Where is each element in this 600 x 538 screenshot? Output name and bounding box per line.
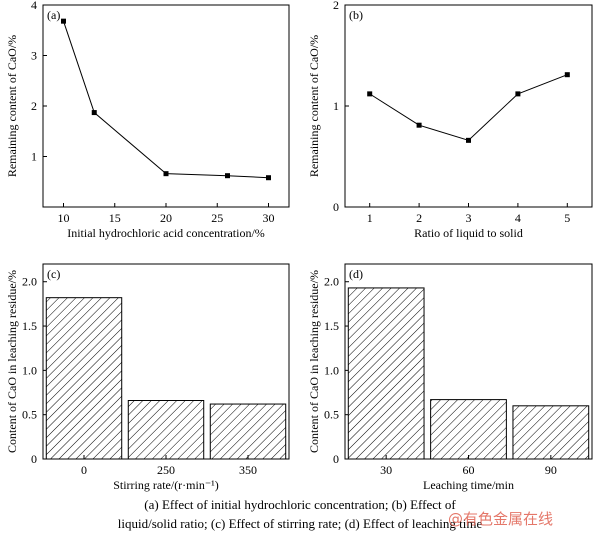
- y-tick-label: 2.0: [324, 275, 339, 289]
- y-tick-label: 4: [31, 0, 37, 12]
- panel-label: (a): [47, 8, 60, 22]
- data-point-marker: [416, 122, 422, 128]
- series-line: [63, 21, 269, 179]
- x-tick-label: 20: [160, 211, 172, 225]
- bar: [127, 400, 205, 460]
- x-tick-label: 1: [367, 211, 373, 225]
- data-point-marker: [225, 173, 230, 179]
- y-tick-label: 1.5: [324, 319, 339, 333]
- bar: [347, 287, 425, 460]
- data-point-marker: [564, 72, 570, 78]
- y-tick-label: 3: [31, 49, 37, 63]
- y-tick-label: 1: [333, 99, 339, 113]
- data-point-marker: [466, 137, 471, 143]
- y-tick-label: 2: [333, 0, 339, 12]
- x-tick-label: 15: [109, 211, 121, 225]
- y-axis-label: Content of CaO in leaching residue/%: [307, 270, 321, 453]
- x-tick-label: 30: [263, 211, 275, 225]
- y-tick-label: 0.5: [324, 408, 339, 422]
- x-tick-label: 250: [157, 463, 175, 477]
- x-tick-label: 4: [515, 211, 521, 225]
- x-tick-label: 350: [239, 463, 257, 477]
- figure-caption-line-2: liquid/solid ratio; (c) Effect of stirri…: [117, 516, 483, 531]
- x-tick-label: 3: [466, 211, 472, 225]
- data-point-marker: [61, 18, 66, 24]
- x-axis-label: Leaching time/min: [423, 478, 514, 492]
- y-tick-label: 2.0: [22, 275, 37, 289]
- panel-label: (d): [349, 267, 363, 281]
- data-point-marker: [91, 110, 97, 116]
- y-axis-label: Remaining content of CaO/%: [5, 35, 19, 177]
- x-axis-label: Ratio of liquid to solid: [414, 226, 523, 240]
- y-tick-label: 2: [31, 99, 37, 113]
- panel-label: (b): [349, 8, 363, 22]
- x-tick-label: 30: [380, 463, 392, 477]
- y-tick-label: 0: [333, 200, 339, 214]
- data-point-marker: [515, 91, 521, 97]
- x-tick-label: 90: [545, 463, 557, 477]
- x-axis-label: Initial hydrochloric acid concentration/…: [67, 226, 265, 240]
- bar: [45, 297, 123, 460]
- y-tick-label: 0: [31, 452, 37, 466]
- x-tick-label: 60: [463, 463, 475, 477]
- y-axis-label: Content of CaO in leaching residue/%: [5, 270, 19, 453]
- y-tick-label: 1.5: [22, 319, 37, 333]
- plot-frame: [344, 4, 593, 208]
- data-point-marker: [266, 175, 271, 181]
- y-tick-label: 0.5: [22, 408, 37, 422]
- x-tick-label: 10: [58, 211, 70, 225]
- x-tick-label: 0: [81, 463, 87, 477]
- watermark: @有色金属在线: [448, 510, 554, 528]
- y-tick-label: 1.0: [22, 363, 37, 377]
- x-tick-label: 25: [211, 211, 223, 225]
- panel-label: (c): [47, 267, 60, 281]
- y-axis-label: Remaining content of CaO/%: [307, 35, 321, 177]
- bar: [209, 403, 287, 460]
- y-tick-label: 1: [31, 150, 37, 164]
- x-axis-label: Stirring rate/(r·min⁻¹): [113, 478, 219, 492]
- bar: [512, 405, 590, 460]
- y-tick-label: 1.0: [324, 363, 339, 377]
- data-point-marker: [163, 171, 169, 177]
- x-tick-label: 2: [416, 211, 422, 225]
- figure-caption-line-1: (a) Effect of initial hydrochloric conce…: [144, 497, 456, 512]
- series-line: [369, 74, 568, 141]
- x-tick-label: 5: [564, 211, 570, 225]
- bar: [430, 399, 507, 460]
- data-point-marker: [367, 91, 373, 97]
- y-tick-label: 0: [333, 452, 339, 466]
